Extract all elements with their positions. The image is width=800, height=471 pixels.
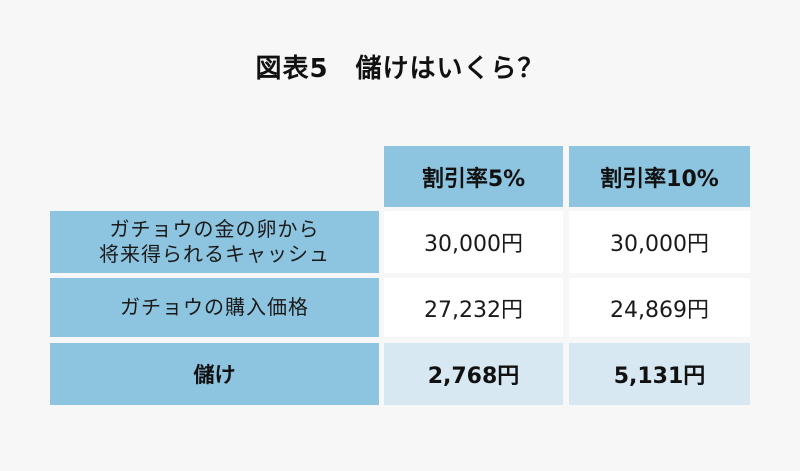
row-label-profit: 儲け (50, 343, 379, 405)
table-cell: 30,000円 (569, 211, 750, 273)
column-header-discount-10: 割引率10% (569, 146, 750, 207)
table-cell: 24,869円 (569, 278, 750, 337)
row-label-purchase-price: ガチョウの購入価格 (50, 278, 379, 337)
column-header-discount-5: 割引率5% (384, 146, 563, 207)
table-cell-profit: 2,768円 (384, 343, 563, 405)
table-cell: 30,000円 (384, 211, 563, 273)
row-label-future-cash: ガチョウの金の卵から 将来得られるキャッシュ (50, 211, 379, 273)
figure-title: 図表5 儲けはいくら？ (255, 54, 545, 84)
row-label-line: 将来得られるキャッシュ (99, 242, 330, 266)
table-cell: 27,232円 (384, 278, 563, 337)
table-cell-profit: 5,131円 (569, 343, 750, 405)
row-label-line: ガチョウの金の卵から (109, 217, 320, 241)
